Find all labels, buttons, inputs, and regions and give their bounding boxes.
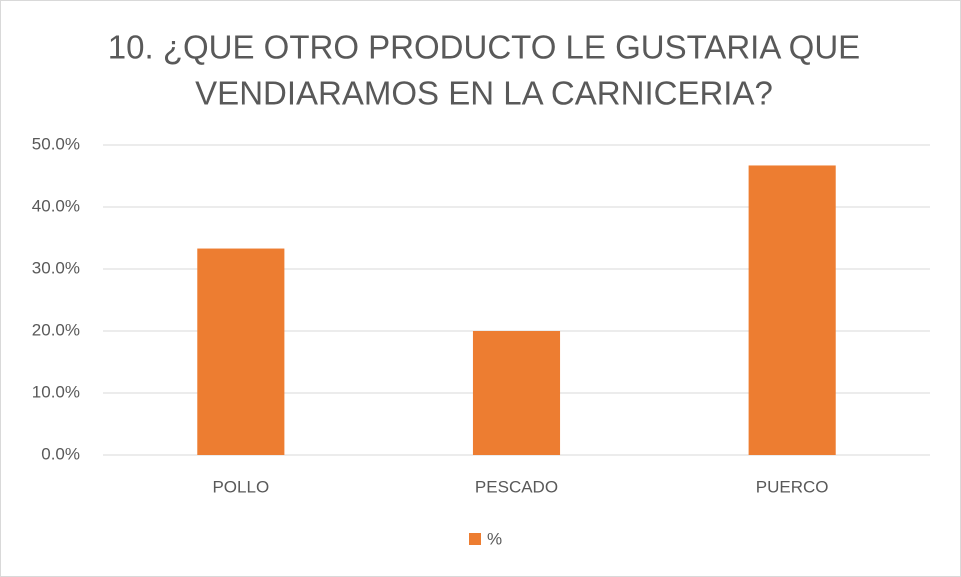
bar: [748, 165, 836, 455]
x-tick-label: POLLO: [212, 477, 269, 496]
y-tick-label: 50.0%: [32, 134, 80, 153]
y-tick-label: 20.0%: [32, 320, 80, 339]
bar: [472, 331, 561, 455]
x-tick-label: PESCADO: [475, 477, 558, 496]
chart-title: VENDIARAMOS EN LA CARNICERIA?: [195, 75, 773, 112]
bar: [197, 248, 285, 455]
y-tick-label: 30.0%: [32, 258, 80, 277]
y-tick-label: 10.0%: [32, 382, 80, 401]
chart-title: 10. ¿QUE OTRO PRODUCTO LE GUSTARIA QUE: [108, 29, 860, 66]
legend-swatch: [469, 533, 481, 545]
y-tick-label: 0.0%: [41, 444, 80, 463]
y-tick-label: 40.0%: [32, 196, 80, 215]
legend-label: %: [487, 529, 502, 548]
x-tick-label: PUERCO: [756, 477, 829, 496]
